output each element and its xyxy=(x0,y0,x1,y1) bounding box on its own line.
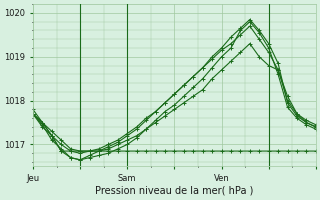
X-axis label: Pression niveau de la mer( hPa ): Pression niveau de la mer( hPa ) xyxy=(95,186,253,196)
